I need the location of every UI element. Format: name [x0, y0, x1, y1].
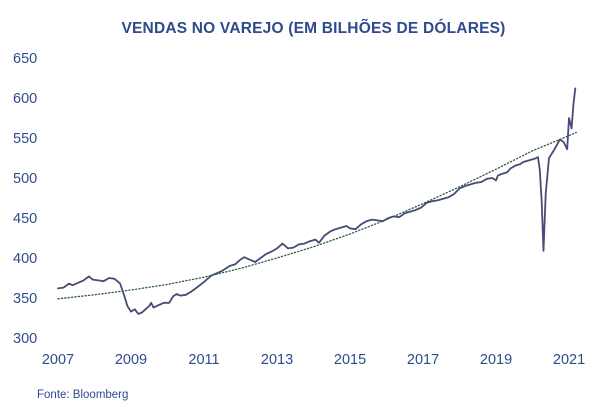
y-tick-label: 500: [13, 171, 37, 187]
x-tick-label: 2015: [334, 352, 366, 368]
x-tick-label: 2013: [261, 352, 293, 368]
y-tick-label: 400: [13, 251, 37, 267]
y-tick-label: 650: [13, 51, 37, 67]
x-tick-label: 2017: [407, 352, 439, 368]
y-tick-label: 600: [13, 91, 37, 107]
chart-title: VENDAS NO VAREJO (EM BILHÕES DE DÓLARES): [121, 20, 506, 37]
x-tick-label: 2019: [480, 352, 512, 368]
y-tick-label: 550: [13, 131, 37, 147]
x-tick-label: 2007: [42, 352, 74, 368]
y-tick-label: 300: [13, 331, 37, 347]
x-tick-label: 2011: [188, 352, 219, 368]
trend-line: [57, 131, 577, 300]
x-tick-label: 2021: [553, 352, 585, 368]
y-tick-label: 450: [13, 211, 37, 227]
source-note: Fonte: Bloomberg: [37, 389, 129, 401]
y-tick-label: 350: [13, 291, 37, 307]
x-tick-label: 2009: [115, 352, 147, 368]
series-line: [57, 87, 577, 315]
